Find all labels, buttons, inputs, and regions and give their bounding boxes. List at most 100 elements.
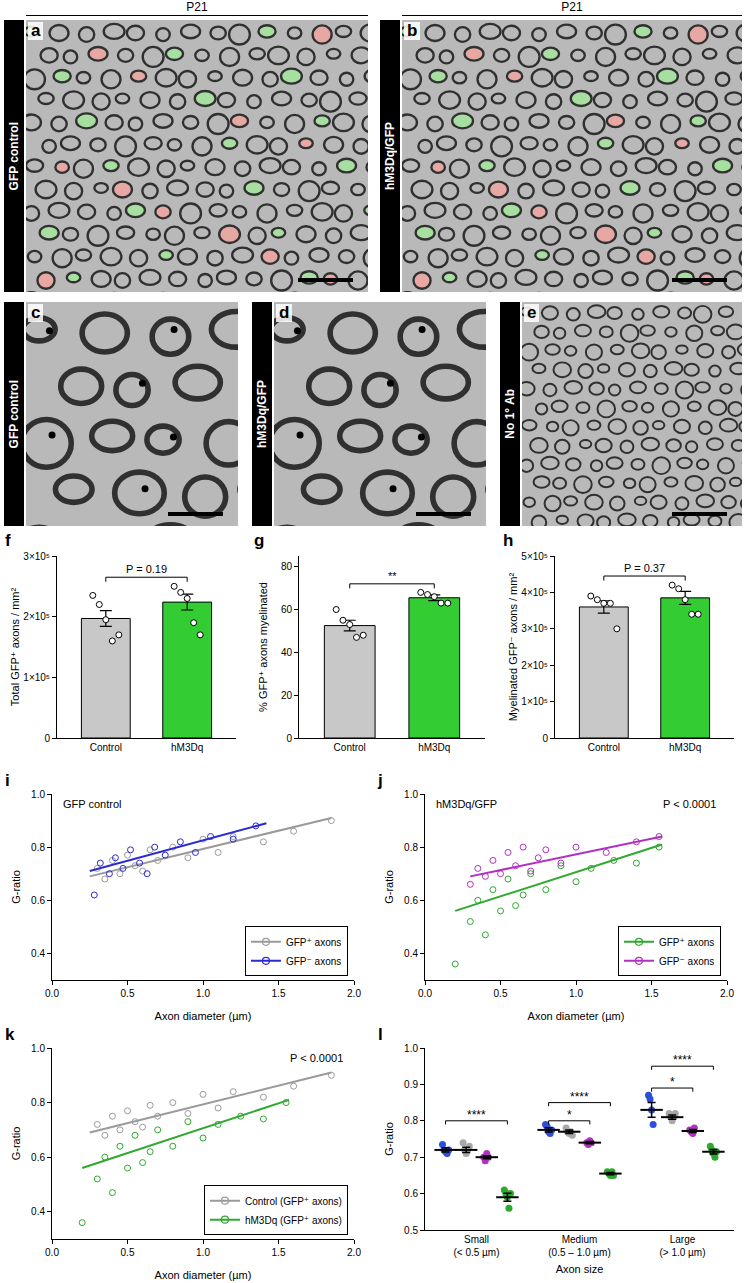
svg-text:1.0: 1.0 xyxy=(404,789,418,800)
svg-text:40: 40 xyxy=(281,647,293,658)
html-text:GFP control: GFP control xyxy=(7,121,21,191)
svg-text:Axon size: Axon size xyxy=(556,1263,604,1275)
svg-text:**: ** xyxy=(388,570,397,582)
svg-text:hM3Dq (GFP⁺ axons): hM3Dq (GFP⁺ axons) xyxy=(245,1215,342,1226)
svg-text:G-ratio: G-ratio xyxy=(383,870,395,904)
svg-text:0: 0 xyxy=(286,733,292,744)
svg-text:0.8: 0.8 xyxy=(31,842,45,853)
svg-text:Control (GFP⁺ axons): Control (GFP⁺ axons) xyxy=(245,1196,342,1207)
svg-text:2.0: 2.0 xyxy=(720,988,734,999)
svg-text:Axon diameter (µm): Axon diameter (µm) xyxy=(155,1010,252,1022)
svg-text:1.5: 1.5 xyxy=(272,988,286,999)
svg-text:Small(< 0.5 µm): Small(< 0.5 µm) xyxy=(453,1234,499,1258)
svg-text:0.0: 0.0 xyxy=(45,988,59,999)
svg-text:0.5: 0.5 xyxy=(121,1247,135,1258)
html-text:b: b xyxy=(407,21,418,40)
svg-text:1.0: 1.0 xyxy=(31,789,45,800)
svg-text:Large(> 1.0 µm): Large(> 1.0 µm) xyxy=(659,1234,705,1258)
svg-text:P = 0.37: P = 0.37 xyxy=(624,562,665,574)
svg-text:2.0: 2.0 xyxy=(347,988,361,999)
svg-text:5×10⁵: 5×10⁵ xyxy=(521,551,548,562)
svg-text:1×10⁵: 1×10⁵ xyxy=(521,696,548,707)
svg-text:Axon diameter (µm): Axon diameter (µm) xyxy=(528,1010,625,1022)
svg-text:hM3Dq: hM3Dq xyxy=(171,742,203,753)
svg-text:hM3Dq/GFP: hM3Dq/GFP xyxy=(436,798,497,810)
svg-text:0.6: 0.6 xyxy=(404,1188,418,1199)
svg-text:0.6: 0.6 xyxy=(31,895,45,906)
svg-text:0.4: 0.4 xyxy=(31,1206,45,1217)
svg-text:0.4: 0.4 xyxy=(404,948,418,959)
svg-text:GFP⁺ axons: GFP⁺ axons xyxy=(659,937,714,948)
svg-text:0.5: 0.5 xyxy=(121,988,135,999)
svg-text:2.0: 2.0 xyxy=(347,1247,361,1258)
svg-text:0.9: 0.9 xyxy=(404,1079,418,1090)
svg-text:80: 80 xyxy=(281,561,293,572)
svg-text:Myelinated GFP⁻ axons / mm²: Myelinated GFP⁻ axons / mm² xyxy=(507,573,519,722)
svg-text:GFP⁺ axons: GFP⁺ axons xyxy=(286,937,341,948)
svg-text:0.0: 0.0 xyxy=(418,988,432,999)
svg-text:1.5: 1.5 xyxy=(272,1247,286,1258)
html-text:P21: P21 xyxy=(186,0,208,14)
svg-text:0.8: 0.8 xyxy=(31,1097,45,1108)
svg-text:% GFP⁺ axons myelinated: % GFP⁺ axons myelinated xyxy=(257,582,269,712)
svg-text:0.0: 0.0 xyxy=(45,1247,59,1258)
html-text:d: d xyxy=(279,303,290,322)
svg-text:0.8: 0.8 xyxy=(404,1115,418,1126)
svg-text:1.0: 1.0 xyxy=(404,1043,418,1054)
svg-text:1.0: 1.0 xyxy=(196,988,210,999)
svg-text:P < 0.0001: P < 0.0001 xyxy=(290,1052,343,1064)
svg-text:60: 60 xyxy=(281,604,293,615)
html-text:GFP control: GFP control xyxy=(7,379,21,449)
html-text:g: g xyxy=(254,531,265,550)
svg-text:1.0: 1.0 xyxy=(31,1043,45,1054)
svg-text:20: 20 xyxy=(281,690,293,701)
svg-text:4×10⁵: 4×10⁵ xyxy=(521,587,548,598)
svg-text:3×10⁵: 3×10⁵ xyxy=(521,623,548,634)
svg-text:1.0: 1.0 xyxy=(196,1247,210,1258)
svg-text:Total GFP⁺ axons / mm²: Total GFP⁺ axons / mm² xyxy=(9,588,21,707)
svg-text:0.4: 0.4 xyxy=(31,948,45,959)
svg-text:Axon diameter (µm): Axon diameter (µm) xyxy=(155,1269,252,1281)
svg-text:*: * xyxy=(670,1075,675,1089)
svg-text:0.6: 0.6 xyxy=(31,1152,45,1163)
html-text:a: a xyxy=(31,21,41,40)
svg-text:*: * xyxy=(567,1108,572,1122)
svg-text:GFP⁻ axons: GFP⁻ axons xyxy=(286,956,341,967)
html-text:hM3Dq/GFP: hM3Dq/GFP xyxy=(383,122,397,190)
html-text:h: h xyxy=(503,531,514,550)
svg-text:0.7: 0.7 xyxy=(404,1152,418,1163)
svg-text:****: **** xyxy=(673,1053,692,1067)
svg-text:G-ratio: G-ratio xyxy=(10,1127,22,1161)
svg-text:P < 0.0001: P < 0.0001 xyxy=(663,798,716,810)
html-text:hM3Dq/GFP: hM3Dq/GFP xyxy=(255,380,269,448)
svg-text:1.5: 1.5 xyxy=(645,988,659,999)
svg-text:0.5: 0.5 xyxy=(494,988,508,999)
svg-text:1.0: 1.0 xyxy=(569,988,583,999)
svg-text:0.5: 0.5 xyxy=(404,1225,418,1236)
svg-text:hM3Dq: hM3Dq xyxy=(669,742,701,753)
svg-text:P = 0.19: P = 0.19 xyxy=(126,563,167,575)
svg-text:0.8: 0.8 xyxy=(404,842,418,853)
svg-text:Medium(0.5 – 1.0 µm): Medium(0.5 – 1.0 µm) xyxy=(548,1234,610,1258)
svg-text:0.6: 0.6 xyxy=(404,895,418,906)
svg-text:****: **** xyxy=(570,1090,589,1104)
svg-text:0: 0 xyxy=(44,733,50,744)
svg-text:****: **** xyxy=(467,1108,486,1122)
svg-text:1×10⁵: 1×10⁵ xyxy=(23,672,50,683)
svg-text:Control: Control xyxy=(588,742,620,753)
html-text:e: e xyxy=(527,303,537,322)
svg-text:Control: Control xyxy=(334,742,366,753)
svg-text:GFP⁻ axons: GFP⁻ axons xyxy=(659,956,714,967)
html-text:c: c xyxy=(31,303,41,322)
svg-text:Control: Control xyxy=(90,742,122,753)
svg-text:3×10⁵: 3×10⁵ xyxy=(23,551,50,562)
svg-text:2×10⁵: 2×10⁵ xyxy=(521,660,548,671)
html-text:P21: P21 xyxy=(561,0,583,14)
svg-text:GFP control: GFP control xyxy=(63,798,122,810)
svg-text:G-ratio: G-ratio xyxy=(10,870,22,904)
svg-text:G-ratio: G-ratio xyxy=(383,1122,395,1156)
svg-text:2×10⁵: 2×10⁵ xyxy=(23,611,50,622)
svg-text:hM3Dq: hM3Dq xyxy=(418,742,450,753)
svg-text:0: 0 xyxy=(542,733,548,744)
html-text:No 1° Ab: No 1° Ab xyxy=(503,389,517,439)
